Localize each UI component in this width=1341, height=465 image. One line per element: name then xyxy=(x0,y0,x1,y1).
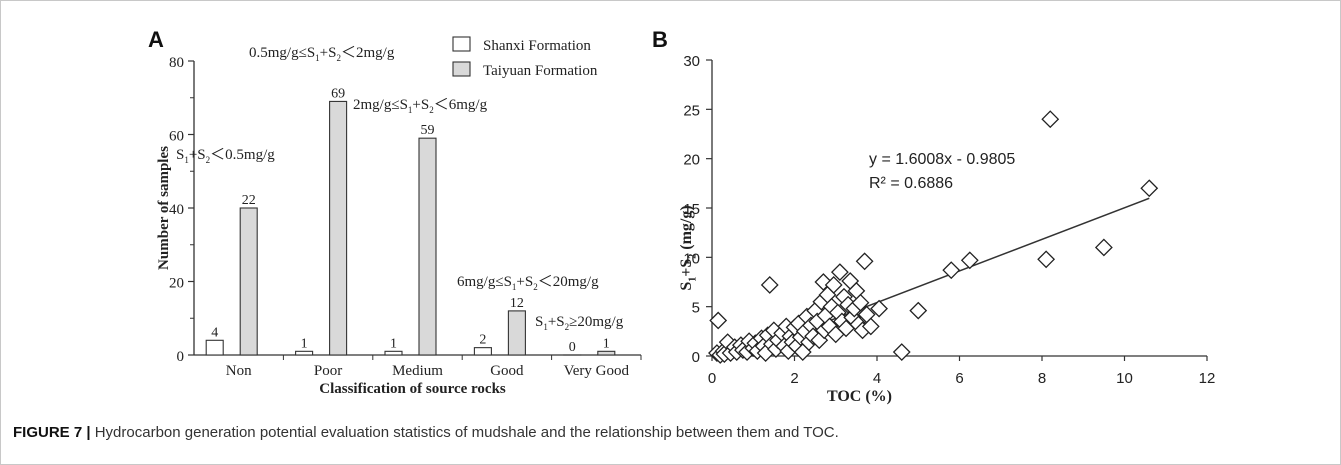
panel-a-bar-label: 12 xyxy=(510,296,524,311)
figure-caption: FIGURE 7 | Hydrocarbon generation potent… xyxy=(13,424,1313,441)
panel-a-bar-label: 4 xyxy=(211,325,218,340)
panel-a-bar xyxy=(295,350,314,356)
panel-b-data-point xyxy=(709,311,728,330)
panel-b-x-tick-label: 10 xyxy=(1116,370,1133,387)
panel-b-data-point xyxy=(960,251,979,270)
panel-b-y-tick-label: 5 xyxy=(692,300,700,317)
caption-label: FIGURE 7 | xyxy=(13,424,91,441)
panel-a-bar xyxy=(205,339,224,356)
panel-a-bar-label: 69 xyxy=(331,86,345,101)
panel-a-y-tick-label: 20 xyxy=(169,276,184,292)
panel-a-y-axis-title: Number of samples xyxy=(156,146,172,270)
panel-b-data-point xyxy=(1094,238,1113,257)
panel-b-y-axis-title: S1+S2 (mg/g) xyxy=(678,205,698,290)
panel-b-x-tick-label: 0 xyxy=(708,370,716,387)
panel-a-bar xyxy=(597,350,616,356)
panel-a-y-tick-label: 0 xyxy=(177,349,185,365)
panel-a-y-tick-label: 40 xyxy=(169,202,184,218)
panel-b-data-point xyxy=(1140,179,1159,198)
panel-a-annotation: S1+S2＜0.5mg/g xyxy=(176,147,275,165)
panel-a-y-tick-label: 80 xyxy=(169,55,184,71)
panel-b-data-point xyxy=(855,252,874,271)
panel-a-legend-swatch xyxy=(452,36,471,52)
panel-b-y-tick-label: 20 xyxy=(683,152,700,169)
panel-b-r-squared: R² = 0.6886 xyxy=(869,175,953,192)
panel-a-bar-label: 1 xyxy=(390,336,397,351)
panel-a-x-axis-title: Classification of source rocks xyxy=(319,381,506,397)
panel-b-x-axis-title: TOC (%) xyxy=(827,388,892,405)
panel-b-data-point xyxy=(861,317,880,336)
panel-b-data-point xyxy=(870,299,888,318)
panel-a-bar xyxy=(239,207,258,356)
panel-a-category-label: Good xyxy=(490,363,524,379)
panel-b-y-tick-label: 0 xyxy=(692,349,700,366)
panel-a-bar-label: 1 xyxy=(301,336,308,351)
panel-b-x-tick-label: 2 xyxy=(790,370,798,387)
panel-b-y-tick-label: 10 xyxy=(683,250,700,267)
panel-a-legend-swatch xyxy=(452,61,471,77)
panel-b-y-tick-label: 30 xyxy=(683,53,700,70)
panel-b-data-point xyxy=(1037,250,1056,269)
panel-a-bar-label: 22 xyxy=(242,193,256,208)
panel-a-bar xyxy=(329,100,348,356)
panel-b-label: B xyxy=(652,27,668,52)
panel-a-bar xyxy=(473,347,492,356)
panel-b-y-tick-label: 25 xyxy=(683,102,700,119)
panel-b-data-point xyxy=(1041,110,1060,129)
panel-a-bar xyxy=(384,350,403,356)
panel-a-bar xyxy=(418,137,437,356)
panel-b-data-point xyxy=(942,261,961,280)
panel-b-data-point xyxy=(892,343,911,361)
panel-a-bar-label: 2 xyxy=(479,333,486,348)
panel-a-category-label: Very Good xyxy=(564,363,630,379)
panel-a-category-label: Poor xyxy=(314,363,342,379)
panel-a-legend-label: Taiyuan Formation xyxy=(483,63,598,79)
panel-a-bar-label: 0 xyxy=(569,340,576,355)
figure-canvas: A020406080Non422Poor169Medium159Good212V… xyxy=(148,27,1216,405)
panel-a-bar xyxy=(507,310,526,356)
panel-b-equation: y = 1.6008x - 0.9805 xyxy=(869,151,1015,168)
panel-a-annotation: 0.5mg/g≤S1+S2＜2mg/g xyxy=(249,45,395,63)
panel-b-y-tick-label: 15 xyxy=(683,201,700,218)
panel-b-data-point xyxy=(851,293,870,312)
caption-text: Hydrocarbon generation potential evaluat… xyxy=(90,424,839,441)
panel-a-category-label: Medium xyxy=(392,363,443,379)
panel-a-legend-label: Shanxi Formation xyxy=(483,38,591,54)
panel-b-x-tick-label: 6 xyxy=(955,370,963,387)
panel-a-annotation: 2mg/g≤S1+S2＜6mg/g xyxy=(353,97,488,115)
panel-a-annotation: S1+S2≥20mg/g xyxy=(535,314,624,332)
panel-b-data-point xyxy=(824,276,843,294)
panel-a-y-tick-label: 60 xyxy=(169,129,184,145)
panel-b-data-point xyxy=(830,263,849,282)
panel-b-x-tick-label: 12 xyxy=(1199,370,1216,387)
panel-a-label: A xyxy=(148,27,164,52)
panel-a-category-label: Non xyxy=(226,363,252,379)
panel-a-bar-label: 1 xyxy=(603,336,610,351)
panel-b-data-point xyxy=(760,276,779,294)
panel-b-data-point xyxy=(909,301,928,320)
panel-b-x-tick-label: 8 xyxy=(1038,370,1046,387)
panel-a-bar-label: 59 xyxy=(421,123,435,138)
panel-a-annotation: 6mg/g≤S1+S2＜20mg/g xyxy=(457,274,599,292)
panel-b-x-tick-label: 4 xyxy=(873,370,881,387)
